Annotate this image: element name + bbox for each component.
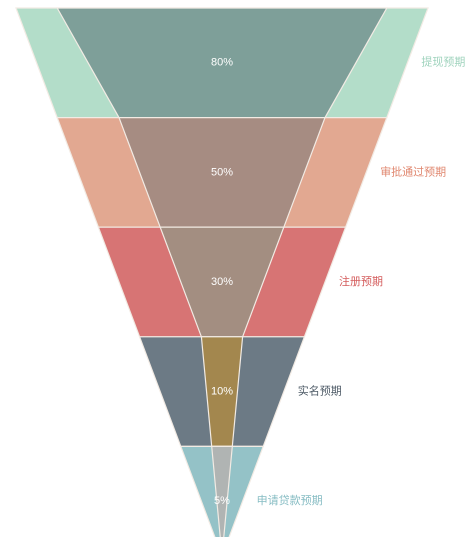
funnel-value-label: 50% bbox=[211, 166, 233, 178]
funnel-stage-label: 提现预期 bbox=[421, 56, 465, 69]
funnel-stage-label: 申请贷款预期 bbox=[257, 493, 323, 507]
funnel-stage-label: 审批通过预期 bbox=[380, 164, 446, 178]
funnel-value-label: 30% bbox=[211, 276, 233, 288]
funnel-value-label: 80% bbox=[211, 57, 233, 69]
funnel-value-label: 5% bbox=[214, 495, 230, 507]
funnel-stage-label: 实名预期 bbox=[298, 384, 342, 398]
funnel-inner-segment bbox=[211, 445, 233, 537]
funnel-stage-label: 注册预期 bbox=[339, 274, 383, 288]
funnel-value-label: 10% bbox=[211, 386, 233, 398]
